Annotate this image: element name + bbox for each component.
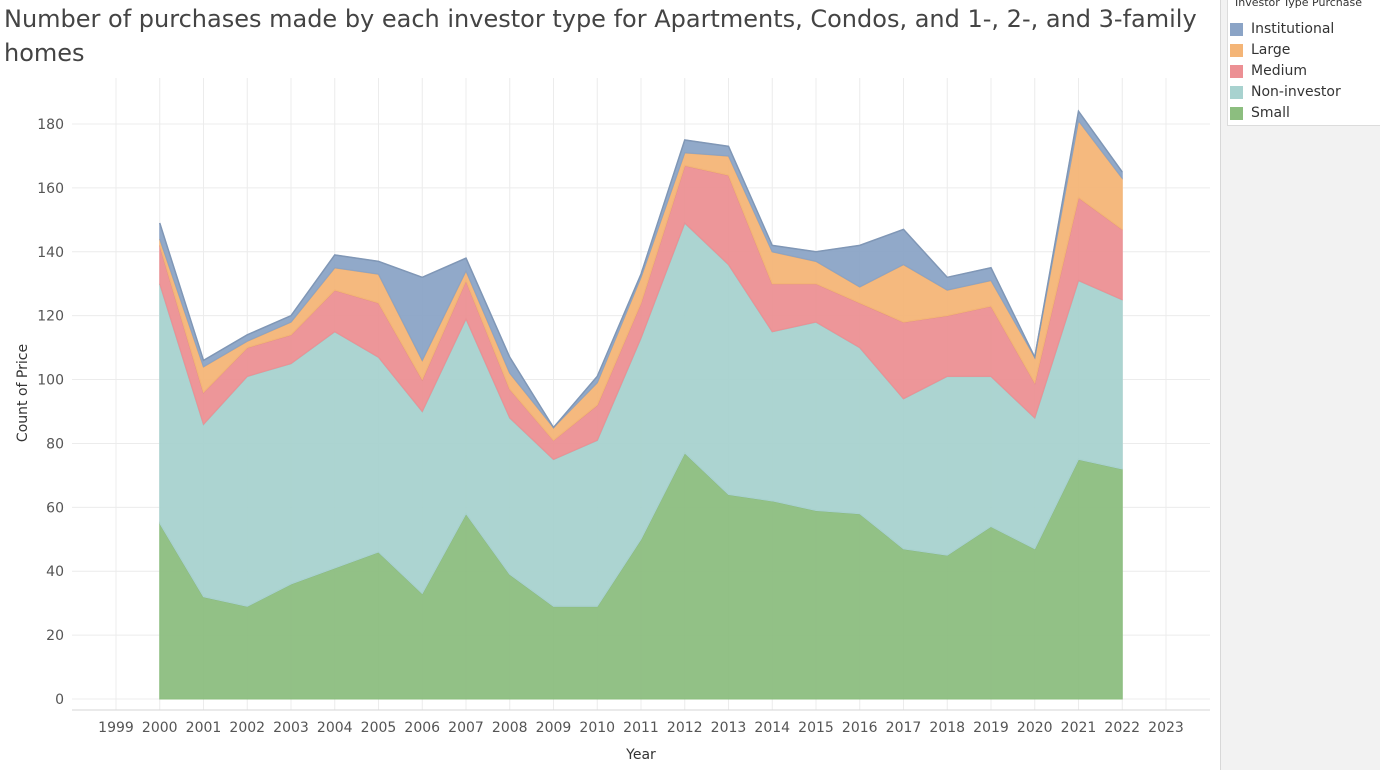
legend-label: Non-investor	[1251, 84, 1341, 100]
axes: 0 20 40 60 80 100 120 140 160 180 1999 2000 2001 2002…	[37, 117, 1210, 736]
legend-swatch	[1230, 85, 1243, 99]
legend-swatch	[1230, 106, 1243, 120]
x-tick-label: 2018	[929, 720, 965, 736]
x-tick-label: 2017	[886, 720, 922, 736]
legend-item-medium[interactable]: Medium	[1230, 61, 1307, 81]
legend-title: Investor Type Purchase	[1235, 0, 1362, 9]
y-tick-label: 140	[37, 245, 64, 261]
x-tick-label: 2008	[492, 720, 528, 736]
x-tick-label: 2001	[186, 720, 222, 736]
x-tick-label: 2012	[667, 720, 703, 736]
x-tick-label: 2015	[798, 720, 834, 736]
y-axis-title: Count of Price	[15, 344, 31, 442]
y-tick-label: 120	[37, 309, 64, 325]
legend: Investor Type Purchase Institutional Larg…	[1227, 0, 1380, 126]
x-tick-label: 2004	[317, 720, 353, 736]
x-tick-label: 2011	[623, 720, 659, 736]
y-tick-label: 160	[37, 181, 64, 197]
x-tick-label: 2007	[448, 720, 484, 736]
x-tick-label: 2006	[404, 720, 440, 736]
y-tick-label: 80	[46, 436, 64, 452]
x-tick-label: 2020	[1017, 720, 1053, 736]
y-tick-label: 100	[37, 373, 64, 389]
x-tick-label: 2023	[1148, 720, 1184, 736]
legend-swatch	[1230, 64, 1243, 78]
y-tick-label: 20	[46, 628, 64, 644]
x-tick-label: 2022	[1104, 720, 1140, 736]
y-tick-label: 180	[37, 117, 64, 133]
legend-item-institutional[interactable]: Institutional	[1230, 19, 1334, 39]
legend-item-small[interactable]: Small	[1230, 103, 1290, 123]
legend-label: Small	[1251, 105, 1290, 121]
y-tick-label: 40	[46, 564, 64, 580]
area-series	[159, 109, 1123, 700]
x-tick-label: 2016	[842, 720, 878, 736]
x-tick-label: 2009	[536, 720, 572, 736]
x-tick-label: 2000	[142, 720, 178, 736]
legend-panel: Investor Type Purchase Institutional Larg…	[1220, 0, 1380, 770]
legend-label: Large	[1251, 42, 1291, 58]
legend-swatch	[1230, 43, 1243, 57]
legend-item-large[interactable]: Large	[1230, 40, 1290, 60]
x-tick-label: 2003	[273, 720, 309, 736]
x-tick-label: 2021	[1061, 720, 1097, 736]
x-tick-label: 2010	[579, 720, 615, 736]
x-tick-label: 1999	[98, 720, 134, 736]
x-tick-label: 2014	[754, 720, 790, 736]
chart-title: Number of purchases made by each investo…	[4, 5, 1197, 67]
legend-label: Institutional	[1251, 21, 1335, 37]
x-tick-label: 2019	[973, 720, 1009, 736]
line-institutional	[159, 109, 1123, 429]
x-axis-title: Year	[625, 747, 656, 763]
legend-swatch	[1230, 22, 1243, 36]
legend-item-non-investor[interactable]: Non-investor	[1230, 82, 1341, 102]
legend-label: Medium	[1251, 63, 1307, 79]
x-tick-label: 2002	[229, 720, 265, 736]
x-tick-label: 2013	[711, 720, 747, 736]
y-tick-label: 0	[55, 692, 64, 708]
chart-plot: 0 20 40 60 80 100 120 140 160 180 1999 2000 2001 2002…	[15, 78, 1210, 763]
x-tick-label: 2005	[361, 720, 397, 736]
y-tick-label: 60	[46, 500, 64, 516]
